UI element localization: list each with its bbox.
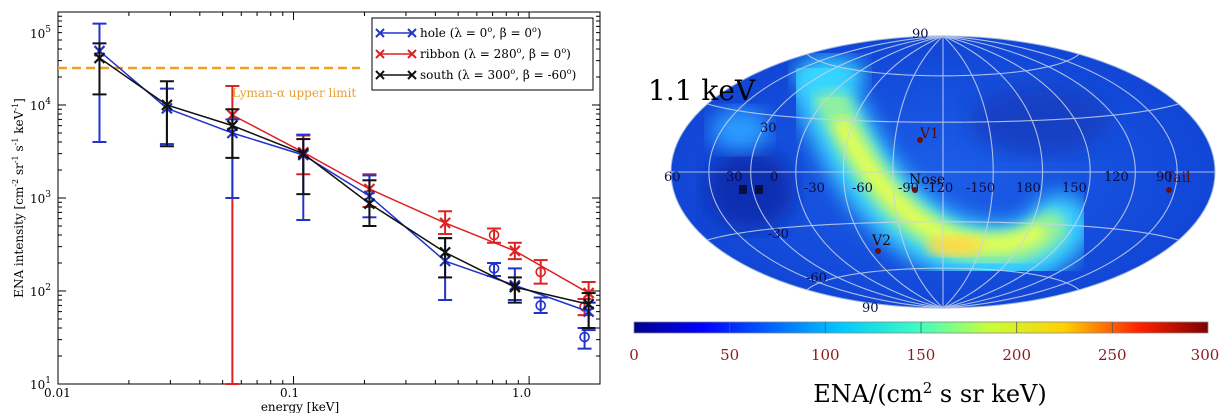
marker-nose: Nose <box>909 172 945 193</box>
south-point <box>363 197 376 210</box>
cb-tick-50: 50 <box>720 346 739 364</box>
cb-tick-100: 100 <box>811 346 840 364</box>
lon-label-180: 180 <box>1016 181 1041 196</box>
hole-circle-point <box>579 331 590 343</box>
y-tick-label-1e5: 105 <box>30 25 51 41</box>
lon-label-150: 150 <box>1062 181 1087 196</box>
cb-tick-0: 0 <box>629 346 639 364</box>
hole-circle-point <box>535 300 546 311</box>
lon-label-60: 60 <box>664 170 681 185</box>
hole-circle-point <box>488 263 500 274</box>
ribbon-series-line <box>232 114 590 294</box>
south-point <box>297 147 310 160</box>
south-point <box>93 52 106 64</box>
spectrum-svg: 0.01 0.1 1.0 101 102 103 104 105 energy … <box>11 11 601 414</box>
parallel-line <box>806 267 1080 291</box>
sky-map-svg: 1.1 keV 90 30 -30 -60 90 60 30 0 -30 -60… <box>629 27 1219 408</box>
colorbar-tick-labels: 0 50 100 150 200 250 300 <box>629 346 1219 364</box>
parallel-line <box>806 53 1080 77</box>
parallel-line <box>707 103 1179 123</box>
parallel-line <box>707 221 1179 241</box>
lat-label-30: 30 <box>760 121 777 136</box>
ribbon-circle-point <box>488 229 500 241</box>
south-series-line <box>99 57 589 305</box>
lon-label-m60: -60 <box>852 181 873 196</box>
ribbon-point <box>439 217 451 229</box>
south-point <box>439 246 451 259</box>
marker-tail: Tail <box>1165 170 1191 193</box>
map-title: 1.1 keV <box>648 74 756 107</box>
y-tick-label-1e2: 102 <box>30 283 51 299</box>
marker-label-v2: V2 <box>871 233 891 249</box>
energy-spectrum-chart: 0.01 0.1 1.0 101 102 103 104 105 energy … <box>0 0 610 414</box>
legend-item-south: south (λ = 300o, β = -60o) <box>375 67 576 82</box>
lyman-alpha-label: Lyman-α upper limit <box>232 86 356 100</box>
cb-tick-300: 300 <box>1191 346 1220 364</box>
south-point <box>161 99 173 111</box>
marker-v2: V2 <box>871 233 891 254</box>
legend: hole (λ = 0o, β = 0o) ribbon (λ = 280o, … <box>371 17 594 91</box>
masked-pixel <box>755 185 763 194</box>
colorbar-label: ENA/(cm2 s sr keV) <box>813 379 1046 408</box>
ticks-layer <box>57 12 601 385</box>
y-tick-label-1e1: 101 <box>30 376 51 392</box>
lat-label-90-top: 90 <box>912 27 929 42</box>
lon-label-m150: -150 <box>966 181 995 196</box>
marks-layer <box>58 22 596 385</box>
sky-map-ellipse <box>671 36 1215 308</box>
legend-label-hole: hole (λ = 0o, β = 0o) <box>420 25 542 40</box>
lon-label-30: 30 <box>726 170 743 185</box>
marker-label-nose: Nose <box>909 172 945 188</box>
south-point <box>509 281 521 293</box>
cb-tick-200: 200 <box>1002 346 1031 364</box>
south-point <box>582 298 595 311</box>
sky-map-outline <box>670 35 1216 309</box>
x-tick-label-1.0: 1.0 <box>512 386 531 400</box>
marker-v1: V1 <box>917 126 939 143</box>
y-tick-label-1e3: 103 <box>30 190 51 206</box>
colorbar-ticks <box>729 322 1113 333</box>
cb-tick-150: 150 <box>907 346 936 364</box>
marker-label-v1: V1 <box>919 126 939 142</box>
x-axis-label: energy [keV] <box>261 400 339 413</box>
lon-label-120: 120 <box>1104 170 1129 185</box>
graticule-labels: 90 30 -30 -60 90 60 30 0 -30 -60 -90 -12… <box>664 27 1173 316</box>
x-tick-label-0.1: 0.1 <box>280 386 299 400</box>
lat-label-m30: -30 <box>768 227 789 242</box>
y-axis-label: ENA intensity [cm-2 sr-1 s-1 keV-1] <box>11 98 26 298</box>
ribbon-circle-point <box>535 266 546 278</box>
lat-label-90-bottom: 90 <box>862 301 879 316</box>
south-point <box>226 119 239 132</box>
x-tick-label-0.01: 0.01 <box>44 386 71 400</box>
lon-label-m120: -120 <box>924 181 953 196</box>
legend-label-ribbon: ribbon (λ = 280o, β = 0o) <box>420 46 571 61</box>
lat-label-m60: -60 <box>806 271 827 286</box>
lon-label-m30: -30 <box>804 181 825 196</box>
y-tick-label-1e4: 104 <box>30 97 51 113</box>
ribbon-point <box>509 245 521 257</box>
legend-label-south: south (λ = 300o, β = -60o) <box>420 67 576 82</box>
lon-label-0: 0 <box>770 170 778 185</box>
lon-label-90: 90 <box>1156 170 1173 185</box>
masked-pixel <box>739 185 747 194</box>
graticule <box>671 36 1215 308</box>
cb-tick-250: 250 <box>1098 346 1127 364</box>
legend-item-hole: hole (λ = 0o, β = 0o) <box>375 25 542 40</box>
legend-item-ribbon: ribbon (λ = 280o, β = 0o) <box>375 46 571 61</box>
sky-map-panel: 1.1 keV 90 30 -30 -60 90 60 30 0 -30 -60… <box>620 0 1229 413</box>
marker-label-tail: Tail <box>1165 170 1191 186</box>
